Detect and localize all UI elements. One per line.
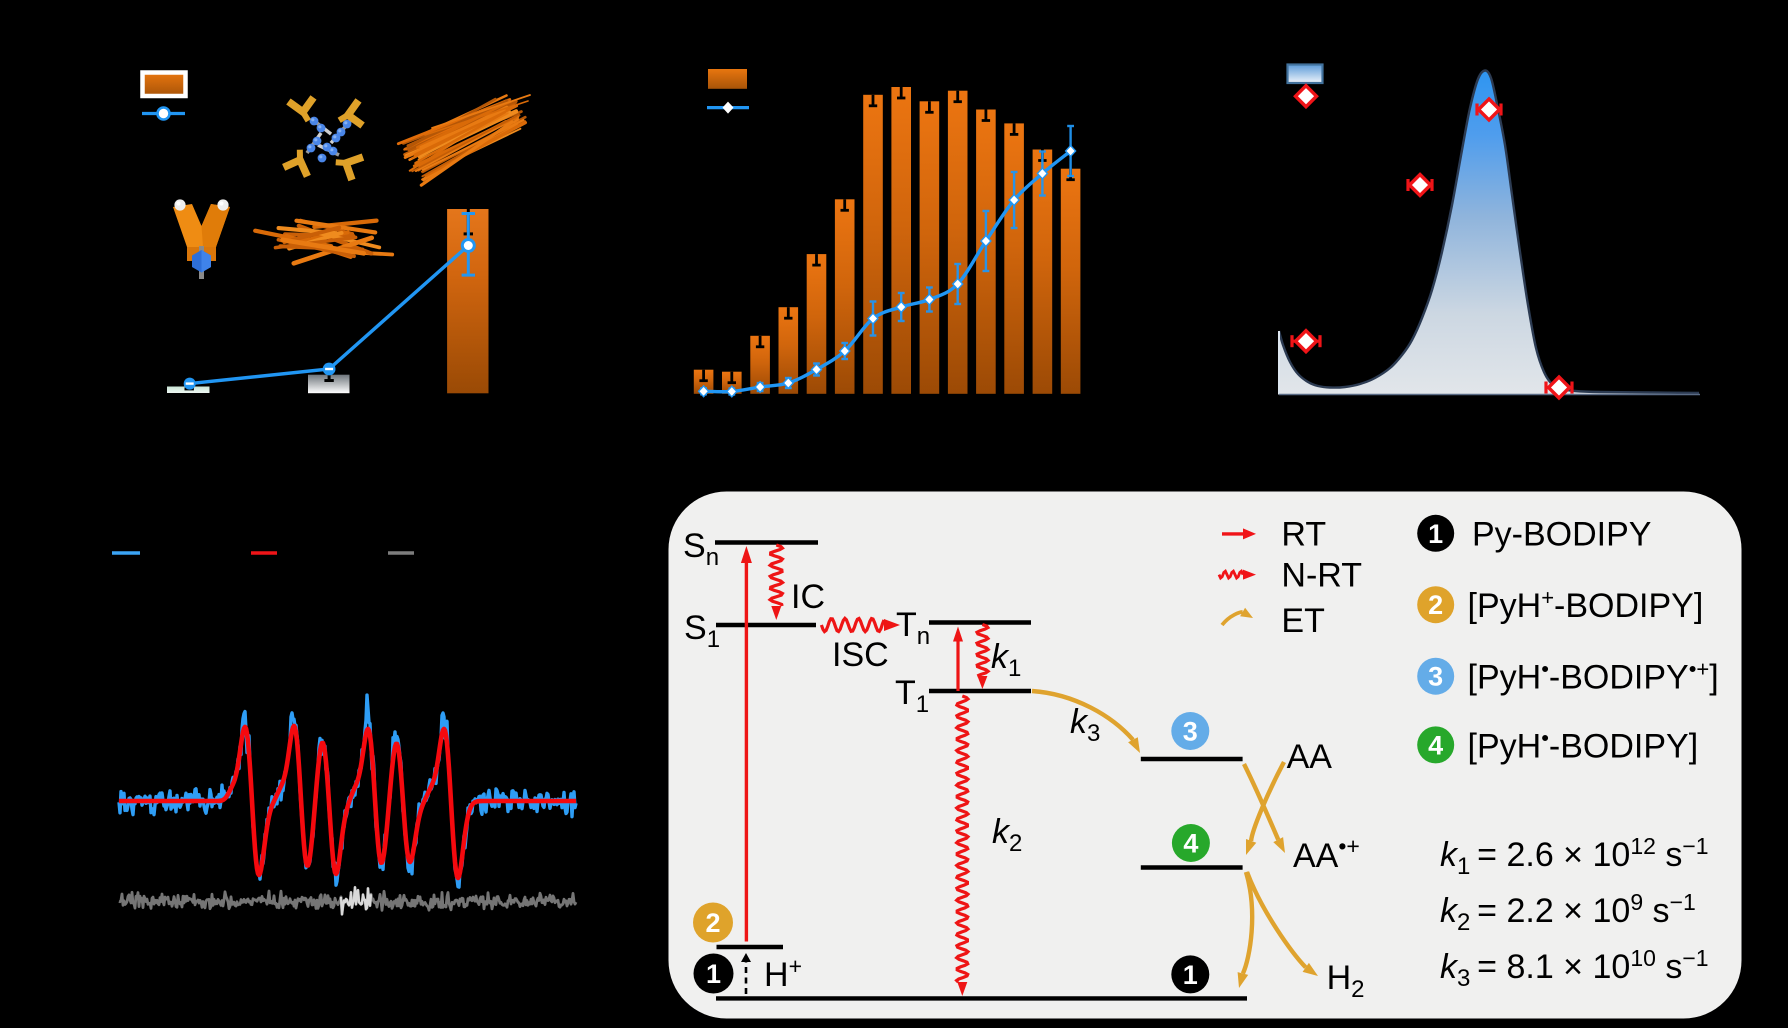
svg-text:4: 4 [1428,730,1443,760]
svg-text:k2 = 2.2 × 109 s−1: k2 = 2.2 × 109 s−1 [1440,889,1696,936]
svg-text:T1: T1 [895,674,929,718]
svg-text:2: 2 [1428,590,1443,620]
svg-text:3: 3 [1428,662,1443,692]
svg-text:RT: RT [1281,516,1326,554]
svg-text:Py-BODIPY: Py-BODIPY [1472,516,1651,554]
svg-text:[PyH+-BODIPY]: [PyH+-BODIPY] [1468,585,1704,625]
svg-text:[PyH•-BODIPY•+]: [PyH•-BODIPY•+] [1468,657,1719,697]
svg-text:ET: ET [1281,602,1324,640]
svg-text:IC: IC [791,578,825,616]
svg-text:2: 2 [705,908,720,938]
svg-text:N-RT: N-RT [1281,556,1362,594]
svg-text:H2: H2 [1327,959,1365,1003]
svg-text:4: 4 [1183,829,1198,859]
svg-text:ISC: ISC [832,636,889,674]
svg-text:k1 = 2.6 × 1012 s−1: k1 = 2.6 × 1012 s−1 [1440,833,1709,880]
svg-text:AA: AA [1287,738,1333,776]
svg-text:1: 1 [1428,519,1443,549]
svg-text:[PyH•-BODIPY]: [PyH•-BODIPY] [1468,725,1699,765]
svg-text:1: 1 [1183,960,1198,990]
svg-text:1: 1 [706,959,721,989]
svg-text:3: 3 [1183,717,1198,747]
svg-text:k3 = 8.1 × 1010 s−1: k3 = 8.1 × 1010 s−1 [1440,945,1709,992]
